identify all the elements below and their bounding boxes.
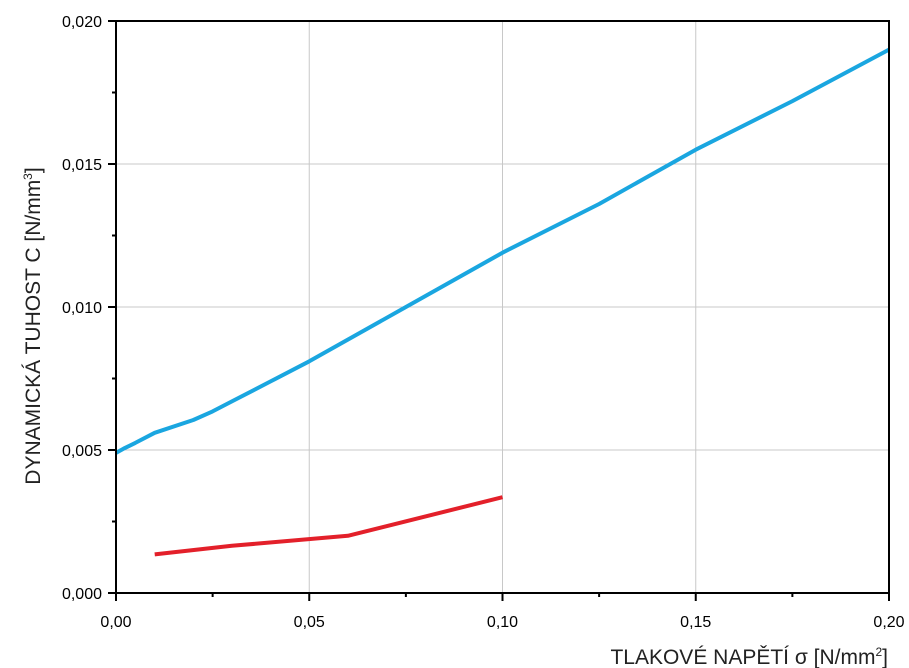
y-tick-label: 0,000 bbox=[62, 586, 102, 603]
x-tick-label: 0,15 bbox=[680, 614, 711, 631]
x-tick-label: 0,00 bbox=[100, 614, 131, 631]
x-tick-label: 0,05 bbox=[294, 614, 325, 631]
x-tick-label: 0,20 bbox=[873, 614, 904, 631]
y-tick-label: 0,010 bbox=[62, 300, 102, 317]
series-line-2 bbox=[154, 495, 503, 557]
series-group bbox=[115, 47, 890, 557]
x-tick-label: 0,10 bbox=[487, 614, 518, 631]
y-tick-label: 0,015 bbox=[62, 157, 102, 174]
ticks bbox=[108, 20, 890, 601]
y-tick-label: 0,005 bbox=[62, 443, 102, 460]
tick-labels: 0,00 0,05 0,10 0,15 0,20 0,000 0,005 0,010 0,015… bbox=[62, 14, 905, 631]
series-line-1 bbox=[115, 47, 890, 455]
y-tick-label: 0,020 bbox=[62, 14, 102, 31]
x-axis-title: TLAKOVÉ NAPĚTÍ σ [N/mm2] bbox=[610, 645, 888, 668]
grid bbox=[116, 21, 889, 593]
y-axis-title: DYNAMICKÁ TUHOST C [N/mm3] bbox=[21, 167, 45, 484]
